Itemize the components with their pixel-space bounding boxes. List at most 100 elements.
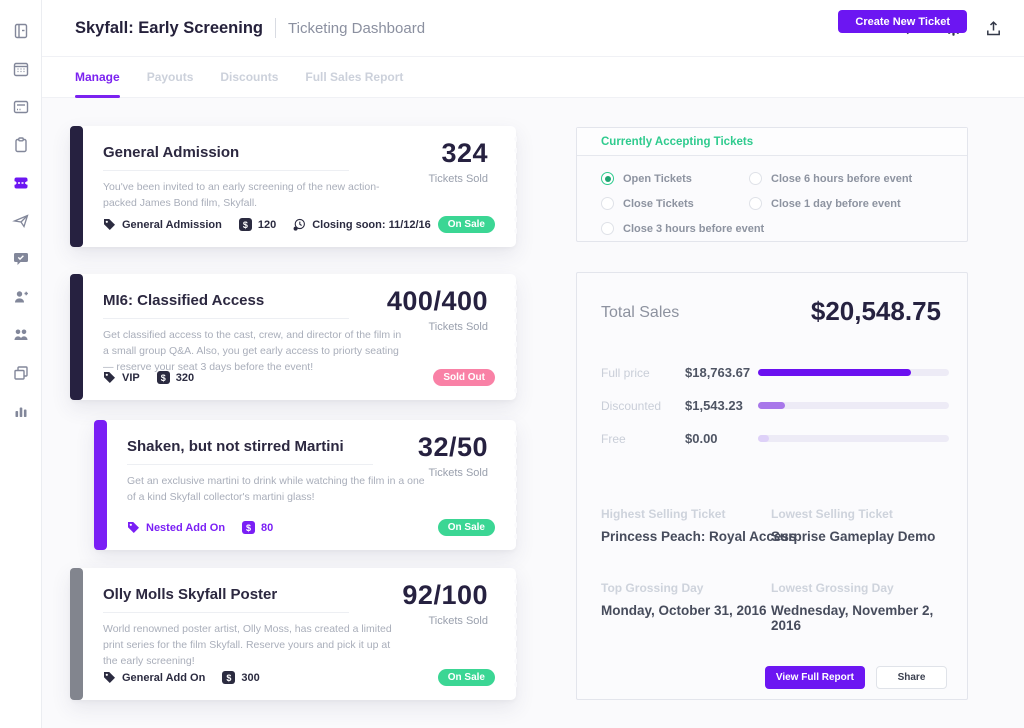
export-icon[interactable] bbox=[985, 20, 1002, 37]
sales-row-value: $0.00 bbox=[685, 431, 718, 446]
chat-check-icon[interactable] bbox=[12, 250, 30, 268]
stat-value: Surprise Gameplay Demo bbox=[771, 529, 936, 544]
radio-icon bbox=[749, 172, 762, 185]
ticket-description: Get an exclusive martini to drink while … bbox=[127, 475, 425, 503]
tab-payouts[interactable]: Payouts bbox=[146, 70, 194, 84]
stat-label: Top Grossing Day bbox=[601, 581, 704, 595]
ticket-price: $ 80 bbox=[242, 521, 273, 534]
ticket-title: Olly Molls Skyfall Poster bbox=[103, 586, 278, 603]
calendar-icon[interactable] bbox=[12, 60, 30, 78]
clipboard-icon[interactable] bbox=[12, 136, 30, 154]
title-divider bbox=[275, 18, 277, 38]
divider bbox=[127, 464, 373, 465]
ticket-card-skyfall-poster[interactable]: Olly Molls Skyfall Poster World renowned… bbox=[70, 568, 517, 700]
dollar-icon: $ bbox=[238, 218, 252, 231]
radio-close-6-hours[interactable]: Close 6 hours before event bbox=[749, 172, 912, 185]
accepting-tickets-header: Currently Accepting Tickets bbox=[577, 128, 967, 156]
total-sales-label: Total Sales bbox=[601, 304, 680, 321]
status-badge: On Sale bbox=[437, 216, 495, 233]
ticket-description: World renowned poster artist, Olly Moss,… bbox=[103, 623, 392, 667]
id-card-icon[interactable] bbox=[12, 98, 30, 116]
ticket-accent-bar bbox=[70, 568, 83, 700]
divider bbox=[103, 612, 349, 613]
sales-row-label: Free bbox=[601, 432, 626, 446]
copies-icon[interactable] bbox=[12, 364, 30, 382]
ticket-description: You've been invited to an early screenin… bbox=[103, 181, 380, 209]
ticket-accent-bar bbox=[94, 420, 107, 550]
sales-row-full-price: Full price $18,763.67 bbox=[577, 365, 967, 380]
radio-close-3-hours[interactable]: Close 3 hours before event bbox=[601, 222, 764, 235]
radio-close-tickets[interactable]: Close Tickets bbox=[601, 197, 694, 210]
divider bbox=[103, 318, 349, 319]
tickets-sold-caption: Tickets Sold bbox=[428, 321, 488, 333]
page-title: Skyfall: Early Screening bbox=[75, 18, 264, 37]
stat-lowest-grossing: Lowest Grossing Day Wednesday, November … bbox=[771, 581, 967, 633]
app-sidebar bbox=[0, 0, 42, 728]
page-subtitle: Ticketing Dashboard bbox=[288, 19, 426, 37]
tickets-sold-count: 32/50 bbox=[417, 432, 488, 462]
view-full-report-button[interactable]: View Full Report bbox=[764, 666, 865, 689]
sales-row-label: Discounted bbox=[601, 399, 662, 413]
status-badge: Sold Out bbox=[433, 369, 495, 386]
ticket-price: $ 320 bbox=[156, 371, 194, 384]
ticket-accent-bar bbox=[70, 126, 83, 247]
ticket-title: Shaken, but not stirred Martini bbox=[127, 438, 344, 455]
sales-row-value: $1,543.23 bbox=[685, 398, 743, 413]
tab-full-sales-report[interactable]: Full Sales Report bbox=[305, 70, 404, 84]
ticket-card-general-admission[interactable]: General Admission You've been invited to… bbox=[70, 126, 517, 247]
bar-chart-icon[interactable] bbox=[12, 402, 30, 420]
ticket-icon[interactable] bbox=[12, 174, 30, 192]
paper-plane-icon[interactable] bbox=[11, 212, 30, 230]
total-sales-amount: $20,548.75 bbox=[810, 296, 941, 326]
add-user-icon[interactable] bbox=[12, 288, 30, 306]
ticket-tag: VIP bbox=[103, 371, 140, 384]
radio-icon bbox=[601, 197, 614, 210]
divider bbox=[103, 170, 349, 171]
ticket-card-martini-addon[interactable]: Shaken, but not stirred Martini Get an e… bbox=[94, 420, 517, 550]
radio-icon bbox=[601, 222, 614, 235]
stat-top-grossing: Top Grossing Day Monday, October 31, 201… bbox=[601, 581, 767, 618]
dollar-icon: $ bbox=[222, 671, 236, 684]
sales-row-label: Full price bbox=[601, 366, 650, 380]
stat-label: Lowest Selling Ticket bbox=[771, 507, 893, 521]
progress-fill bbox=[758, 435, 770, 442]
stat-value: Wednesday, November 2, 2016 bbox=[771, 603, 934, 633]
radio-open-tickets[interactable]: Open Tickets bbox=[601, 172, 692, 185]
progress-track bbox=[758, 369, 949, 376]
radio-icon bbox=[749, 197, 762, 210]
ticket-description: Get classified access to the cast, crew,… bbox=[103, 329, 402, 373]
share-button[interactable]: Share bbox=[876, 666, 947, 689]
stat-value: Monday, October 31, 2016 bbox=[601, 603, 767, 618]
dollar-icon: $ bbox=[242, 521, 256, 534]
clock-icon bbox=[293, 218, 306, 231]
ticket-tag: Nested Add On bbox=[127, 521, 225, 534]
progress-fill bbox=[758, 369, 911, 376]
sales-row-free: Free $0.00 bbox=[577, 431, 967, 446]
tab-manage[interactable]: Manage bbox=[75, 57, 120, 98]
door-icon[interactable] bbox=[12, 22, 30, 40]
stat-lowest-selling: Lowest Selling Ticket Surprise Gameplay … bbox=[771, 507, 935, 544]
ticket-accent-bar bbox=[70, 274, 83, 400]
progress-track bbox=[758, 435, 949, 442]
team-icon[interactable] bbox=[12, 326, 30, 344]
create-new-ticket-button[interactable]: Create New Ticket bbox=[838, 10, 967, 33]
ticket-tag: General Admission bbox=[103, 218, 222, 231]
radio-close-1-day[interactable]: Close 1 day before event bbox=[749, 197, 901, 210]
status-badge: On Sale bbox=[437, 669, 495, 686]
progress-fill bbox=[758, 402, 785, 409]
status-badge: On Sale bbox=[437, 519, 495, 536]
stat-value: Princess Peach: Royal Access bbox=[601, 529, 797, 544]
tickets-sold-caption: Tickets Sold bbox=[428, 173, 488, 185]
total-sales-panel: Total Sales $20,548.75 Full price $18,76… bbox=[576, 272, 968, 700]
sales-row-value: $18,763.67 bbox=[685, 365, 751, 380]
tickets-sold-count: 400/400 bbox=[386, 286, 488, 316]
ticket-title: MI6: Classified Access bbox=[103, 292, 265, 309]
stat-label: Highest Selling Ticket bbox=[601, 507, 726, 521]
accepting-tickets-panel: Currently Accepting Tickets Open Tickets… bbox=[576, 127, 968, 242]
tag-icon bbox=[104, 372, 115, 383]
tickets-sold-count: 324 bbox=[441, 138, 488, 168]
ticket-card-mi6-classified[interactable]: MI6: Classified Access Get classified ac… bbox=[70, 274, 517, 400]
tab-discounts[interactable]: Discounts bbox=[220, 70, 279, 84]
tag-icon bbox=[128, 522, 139, 533]
ticket-tag: General Add On bbox=[103, 671, 205, 684]
